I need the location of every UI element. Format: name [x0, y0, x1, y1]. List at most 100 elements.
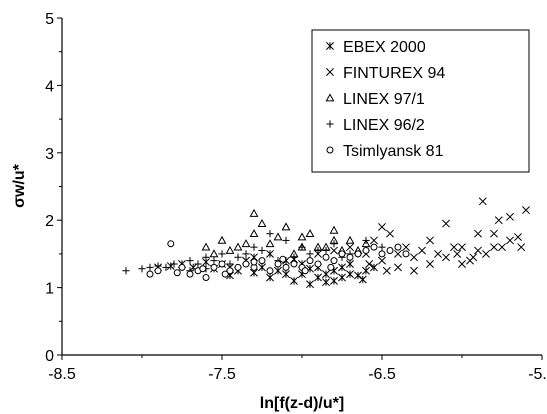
data-point [378, 243, 386, 251]
data-point [522, 206, 530, 215]
data-point [346, 243, 354, 252]
data-point [194, 260, 202, 268]
data-point [242, 250, 250, 258]
data-point [506, 236, 514, 245]
data-point [490, 229, 498, 238]
legend-box [311, 29, 530, 173]
data-point [210, 257, 218, 265]
data-point [370, 243, 378, 251]
data-point [418, 246, 426, 255]
data-point [225, 245, 235, 254]
y-tick-label: 4 [45, 78, 54, 95]
data-point [394, 249, 402, 258]
data-point [250, 258, 258, 266]
data-point [498, 243, 506, 252]
legend-marker-4 [326, 146, 334, 154]
data-point [442, 253, 450, 262]
axis-ticks: 0 1 2 3 4 5 -8.5 -7.5 -6.5 -5.5 [45, 11, 547, 383]
data-point [361, 239, 371, 248]
y-tick-label: 1 [45, 281, 54, 298]
data-point [474, 229, 482, 238]
data-point [314, 246, 322, 255]
data-point [290, 276, 298, 285]
data-point [249, 229, 259, 238]
data-point [167, 240, 175, 248]
data-point [226, 260, 234, 268]
data-point [290, 260, 298, 268]
data-point [382, 266, 391, 275]
data-point [265, 239, 275, 248]
data-point [354, 271, 362, 280]
data-point [329, 225, 339, 234]
data-point [306, 257, 314, 265]
data-point [306, 280, 314, 289]
data-point [402, 243, 410, 252]
data-point [266, 267, 274, 275]
data-point [122, 267, 130, 275]
data-point [250, 243, 258, 251]
data-point [514, 233, 522, 242]
data-point [345, 235, 355, 244]
data-point [314, 273, 322, 282]
data-point [266, 230, 274, 238]
data-point [217, 235, 227, 244]
data-point [279, 255, 287, 263]
data-point [490, 243, 498, 252]
data-point [162, 263, 170, 271]
y-tick-label: 2 [45, 213, 54, 230]
data-point [282, 236, 290, 245]
series-2 [201, 208, 371, 258]
data-point [273, 232, 283, 241]
data-point [394, 243, 402, 251]
x-tick-label: -7.5 [208, 366, 236, 383]
data-point [282, 263, 290, 271]
data-point [186, 257, 194, 265]
data-point [201, 242, 211, 251]
data-point [258, 257, 266, 265]
data-point [346, 260, 354, 268]
x-axis-title: ln[f(z-d)/u*] [260, 395, 344, 412]
data-point [426, 260, 434, 268]
data-point [386, 229, 394, 238]
data-point [146, 270, 154, 278]
data-point [226, 267, 234, 275]
data-point [202, 253, 210, 261]
data-point [258, 263, 266, 272]
data-point [410, 266, 418, 275]
data-point [354, 250, 362, 258]
data-point [146, 263, 154, 271]
data-point [218, 250, 226, 258]
data-point [386, 247, 394, 255]
data-point [306, 250, 314, 258]
x-tick-label: -8.5 [48, 366, 76, 383]
data-point [338, 250, 346, 258]
data-point [186, 270, 194, 278]
data-point [378, 256, 386, 265]
data-point [170, 260, 178, 268]
data-point [378, 222, 386, 231]
data-point [362, 247, 370, 255]
data-point [370, 236, 378, 245]
data-point [453, 249, 462, 258]
legend-marker-0 [326, 42, 334, 50]
y-tick-label: 0 [45, 348, 54, 365]
data-point [266, 249, 274, 258]
data-point [178, 263, 186, 271]
data-point [330, 246, 338, 255]
y-tick-label: 3 [45, 146, 54, 163]
data-point [290, 253, 298, 261]
data-point [202, 273, 210, 281]
data-point [365, 260, 374, 268]
data-point [218, 260, 226, 268]
data-point [322, 253, 330, 261]
data-point [378, 250, 386, 258]
data-point [338, 273, 346, 282]
y-tick-label: 5 [45, 11, 54, 28]
data-point [298, 243, 306, 251]
data-point [402, 250, 410, 258]
data-point [322, 246, 330, 255]
data-point [258, 246, 266, 255]
legend-label-1: FINTUREX 94 [343, 65, 445, 82]
data-point [358, 275, 367, 284]
legend-label-2: LINEX 97/1 [343, 91, 425, 108]
